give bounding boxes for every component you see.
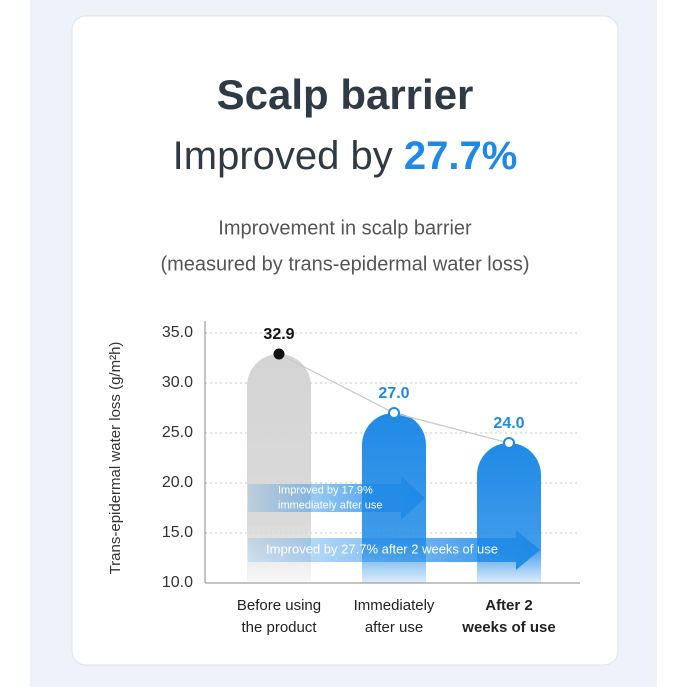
annotation-text: Improved by 17.9%: [278, 484, 373, 496]
bar: [247, 354, 311, 583]
point: [273, 348, 285, 360]
x-tick-label: weeks of use: [461, 619, 555, 636]
headline-highlight: 27.7%: [404, 134, 517, 178]
annotation-arrow: [248, 530, 540, 570]
x-tick-label: Immediately: [354, 597, 435, 614]
chart-title: (measured by trans-epidermal water loss): [160, 253, 529, 275]
annotation-text: Improved by 27.7% after 2 weeks of use: [266, 541, 498, 556]
value-label: 27.0: [378, 385, 409, 402]
headline-text: Improved by: [173, 134, 393, 178]
value-label: 24.0: [493, 415, 524, 432]
annotation-arrow: [248, 476, 425, 520]
x-tick-label: Before using: [237, 597, 321, 614]
y-tick-label: 20.0: [162, 474, 193, 491]
y-tick-label: 25.0: [162, 424, 193, 441]
y-tick-label: 30.0: [162, 374, 193, 391]
chart-title: Improvement in scalp barrier: [218, 217, 472, 239]
y-axis-label: Trans-epidermal water loss (g/m²h): [107, 342, 124, 575]
value-label: 32.9: [263, 326, 294, 343]
x-tick-label: the product: [241, 619, 317, 636]
x-tick-label: after use: [365, 619, 423, 636]
point: [503, 437, 515, 449]
y-tick-label: 35.0: [162, 324, 193, 341]
x-tick-label: After 2: [485, 597, 533, 614]
y-tick-label: 10.0: [162, 574, 193, 591]
point: [388, 407, 400, 419]
plot: 10.0 15.0 20.0 25.0 30.0 35.0 Improved by 17.9…: [162, 321, 580, 636]
headline-2: Improved by 27.7%: [173, 134, 518, 178]
y-tick-label: 15.0: [162, 524, 193, 541]
headline: Scalp barrier: [217, 71, 474, 118]
annotation-text: immediately after use: [278, 499, 383, 511]
